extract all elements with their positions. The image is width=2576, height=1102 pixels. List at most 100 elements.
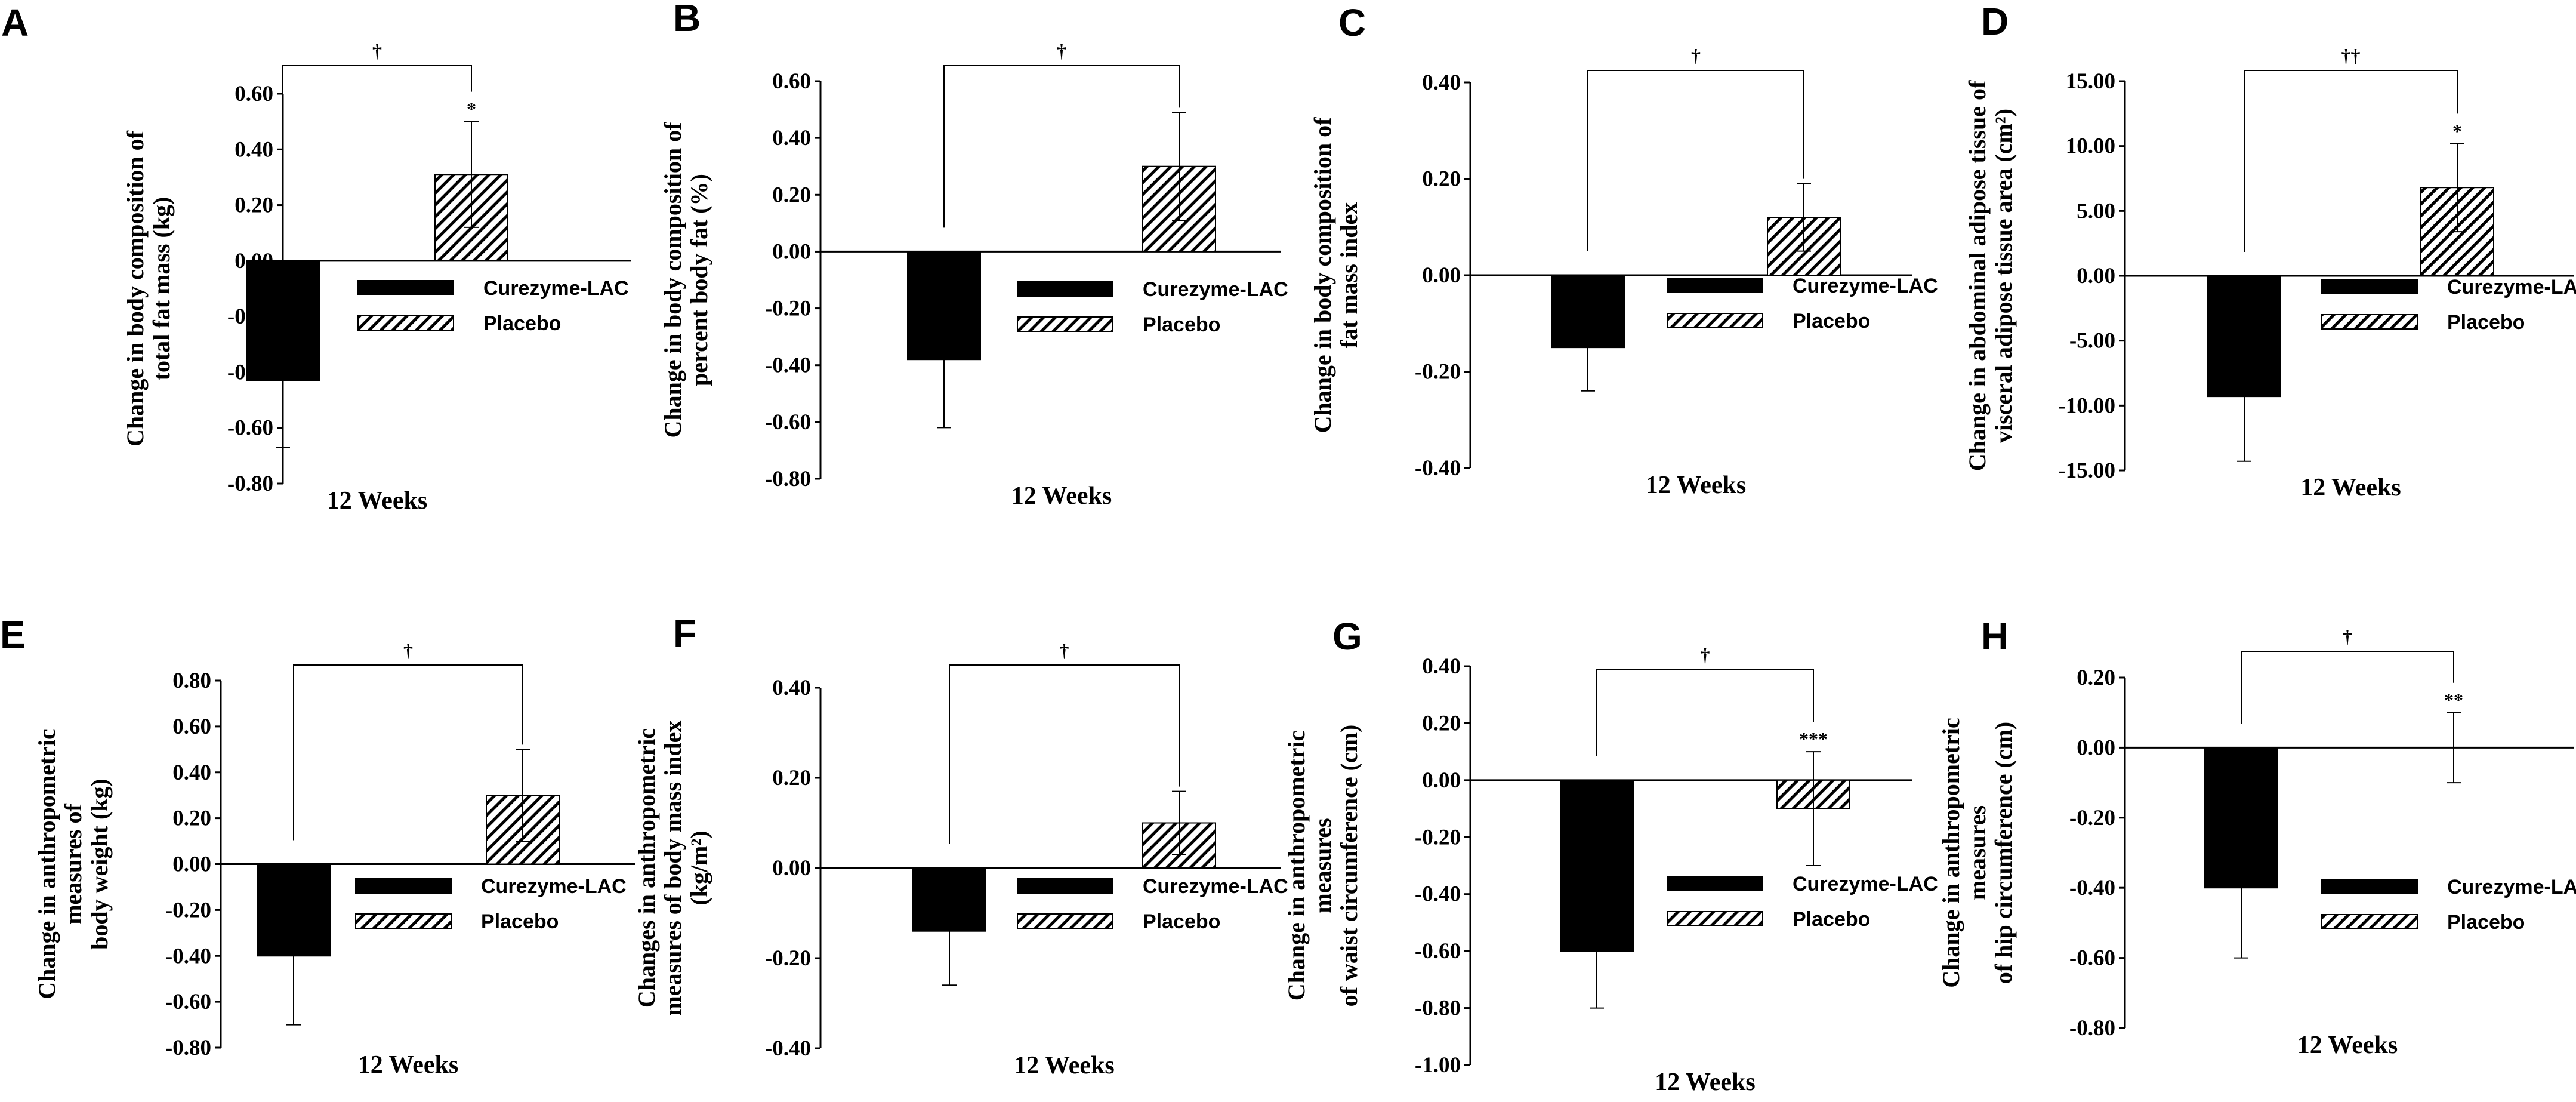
x-category-label: 12 Weeks <box>1655 1069 1755 1096</box>
y-tick-label: -0.60 <box>2069 946 2115 971</box>
y-tick-label: -0.40 <box>2069 876 2115 900</box>
comparison-bracket <box>2244 70 2458 252</box>
y-axis-label-line: measures of body mass index <box>659 721 686 1016</box>
y-axis-label: Change in body composition offat mass in… <box>1309 117 1362 433</box>
bracket-dagger: † <box>372 40 382 61</box>
y-axis-label-line: Change in body composition of <box>659 122 686 438</box>
comparison-bracket <box>2241 651 2454 724</box>
comparison-bracket <box>943 65 1180 228</box>
y-tick-label: 0.20 <box>172 807 211 831</box>
significance-stars: *** <box>1799 728 1828 750</box>
y-axis-label-line: visceral adipose tissue area (cm²) <box>1990 109 2017 443</box>
y-tick-label: 0.20 <box>772 766 811 790</box>
panel-letter: D <box>1981 0 2009 43</box>
y-axis-label: Changes in anthropometricmeasures of bod… <box>633 721 712 1016</box>
legend-swatch-placebo <box>1017 913 1113 929</box>
y-tick-label: 0.00 <box>172 852 211 877</box>
legend-label: Placebo <box>1793 908 1870 931</box>
bracket-dagger: † <box>2343 626 2352 647</box>
y-axis-label-line: (kg/m²) <box>686 830 712 905</box>
panel-letter: H <box>1981 615 2009 658</box>
y-tick-label: 0.40 <box>772 126 811 150</box>
y-tick-label: 0.40 <box>772 676 811 700</box>
panel-letter: A <box>1 1 29 44</box>
bracket-dagger: †† <box>2341 45 2361 66</box>
y-axis-label: Change in anthropometricmeasuresof waist… <box>1283 725 1362 1007</box>
bracket-dagger: † <box>1701 644 1710 666</box>
y-tick-label: 0.00 <box>772 856 811 881</box>
bracket-dagger: † <box>1060 639 1069 661</box>
significance-stars: ** <box>2444 689 2463 711</box>
y-axis-label-line: Change in abdominal adipose tissue of <box>1964 80 1991 471</box>
legend-label: Curezyme-LAC <box>481 875 627 898</box>
bracket-dagger: † <box>1057 40 1066 61</box>
y-tick-label: -0.60 <box>227 416 273 441</box>
x-category-label: 12 Weeks <box>1646 472 1746 499</box>
x-category-label: 12 Weeks <box>1014 1052 1114 1079</box>
legend-swatch-placebo <box>2321 314 2418 330</box>
legend-label: Placebo <box>1793 310 1870 333</box>
y-tick-label: -0.20 <box>165 898 211 922</box>
y-tick-label: 0.80 <box>172 669 211 693</box>
legend-label: Curezyme-LAC <box>1793 873 1938 895</box>
chart-panel-h: H -0.80 -0.60 -0.40 -0.20 0.00 0.20 Change in a… <box>1938 615 2576 1059</box>
x-category-label: 12 Weeks <box>358 1051 458 1079</box>
y-tick-label: -0.20 <box>765 297 811 321</box>
y-axis-label-line: percent body fat (%) <box>686 174 712 386</box>
panel-letter: C <box>1338 1 1366 44</box>
y-axis-label-line: body weight (kg) <box>86 778 113 950</box>
y-tick-label: 0.00 <box>1422 768 1461 793</box>
y-tick-label: 0.20 <box>1422 711 1461 735</box>
panel-letter: G <box>1332 615 1362 658</box>
y-tick-label: 0.00 <box>2077 735 2115 760</box>
y-tick-label: 15.00 <box>2066 69 2115 94</box>
chart-panel-f: F -0.40 -0.20 0.00 0.20 0.40 Changes in anthro… <box>633 612 1288 1079</box>
legend-swatch-placebo <box>2321 914 2418 929</box>
y-tick-label: -5.00 <box>2069 329 2115 353</box>
y-axis-label-line: measures <box>1309 818 1336 913</box>
y-tick-label: 0.40 <box>1422 70 1461 95</box>
chart-panel-e: E -0.80 -0.60 -0.40 -0.20 0.00 0.20 0.40 0.60 0.8… <box>0 613 635 1079</box>
y-tick-label: -0.40 <box>765 1036 811 1061</box>
y-tick-label: -0.80 <box>2069 1016 2115 1041</box>
legend-swatch-curezyme-lac <box>1017 281 1113 297</box>
chart-panel-a: A-0.80-0.60-0.40-0.200.000.200.400.60Cha… <box>1 1 631 515</box>
y-tick-label: -0.20 <box>2069 806 2115 830</box>
legend-label: Placebo <box>1143 313 1220 336</box>
y-tick-label: 0.00 <box>772 239 811 264</box>
legend-swatch-curezyme-lac <box>1667 278 1763 293</box>
bracket-dagger: † <box>1691 45 1701 66</box>
y-axis-label-line: Change in body composition of <box>1309 117 1336 433</box>
legend-label: Placebo <box>483 312 561 335</box>
y-tick-label: 0.60 <box>172 715 211 739</box>
legend-swatch-curezyme-lac <box>1017 878 1113 894</box>
y-tick-label: 0.00 <box>1422 263 1461 288</box>
panel-letter: B <box>673 0 701 39</box>
y-tick-label: 0.20 <box>1422 167 1461 192</box>
y-tick-label: -0.80 <box>1415 996 1461 1021</box>
x-category-label: 12 Weeks <box>2300 474 2401 501</box>
y-axis-label-line: Change in anthropometric <box>1283 731 1310 1001</box>
y-axis-label-line: of waist circumference (cm) <box>1335 725 1362 1007</box>
y-tick-label: 0.40 <box>172 761 211 785</box>
legend-label: Curezyme-LAC <box>483 277 629 300</box>
chart-panel-g: G -1.00 -0.80 -0.60 -0.40 -0.20 0.00 0.20 0.40 Ch… <box>1283 615 1938 1096</box>
y-tick-label: 0.60 <box>235 82 273 106</box>
x-category-label: 12 Weeks <box>2297 1032 2398 1059</box>
legend-swatch-curezyme-lac <box>2321 279 2418 294</box>
y-tick-label: -0.80 <box>227 472 273 496</box>
y-tick-label: -0.60 <box>765 410 811 435</box>
y-axis-label-line: Change in anthropometric <box>1938 718 1964 988</box>
y-tick-label: -1.00 <box>1415 1053 1461 1078</box>
legend-label: Placebo <box>2447 311 2525 334</box>
y-tick-label: -0.40 <box>165 944 211 968</box>
significance-stars: * <box>467 98 476 120</box>
chart-panel-c: C -0.40 -0.20 0.00 0.20 0.40 Change in body co… <box>1309 1 1938 499</box>
y-tick-label: 0.20 <box>2077 666 2115 690</box>
y-tick-label: 0.20 <box>772 183 811 207</box>
y-axis-label: Change in body composition oftotal fat m… <box>122 130 175 447</box>
y-tick-label: 0.40 <box>235 137 273 162</box>
legend-label: Placebo <box>481 910 559 933</box>
legend-swatch-placebo <box>355 913 452 929</box>
